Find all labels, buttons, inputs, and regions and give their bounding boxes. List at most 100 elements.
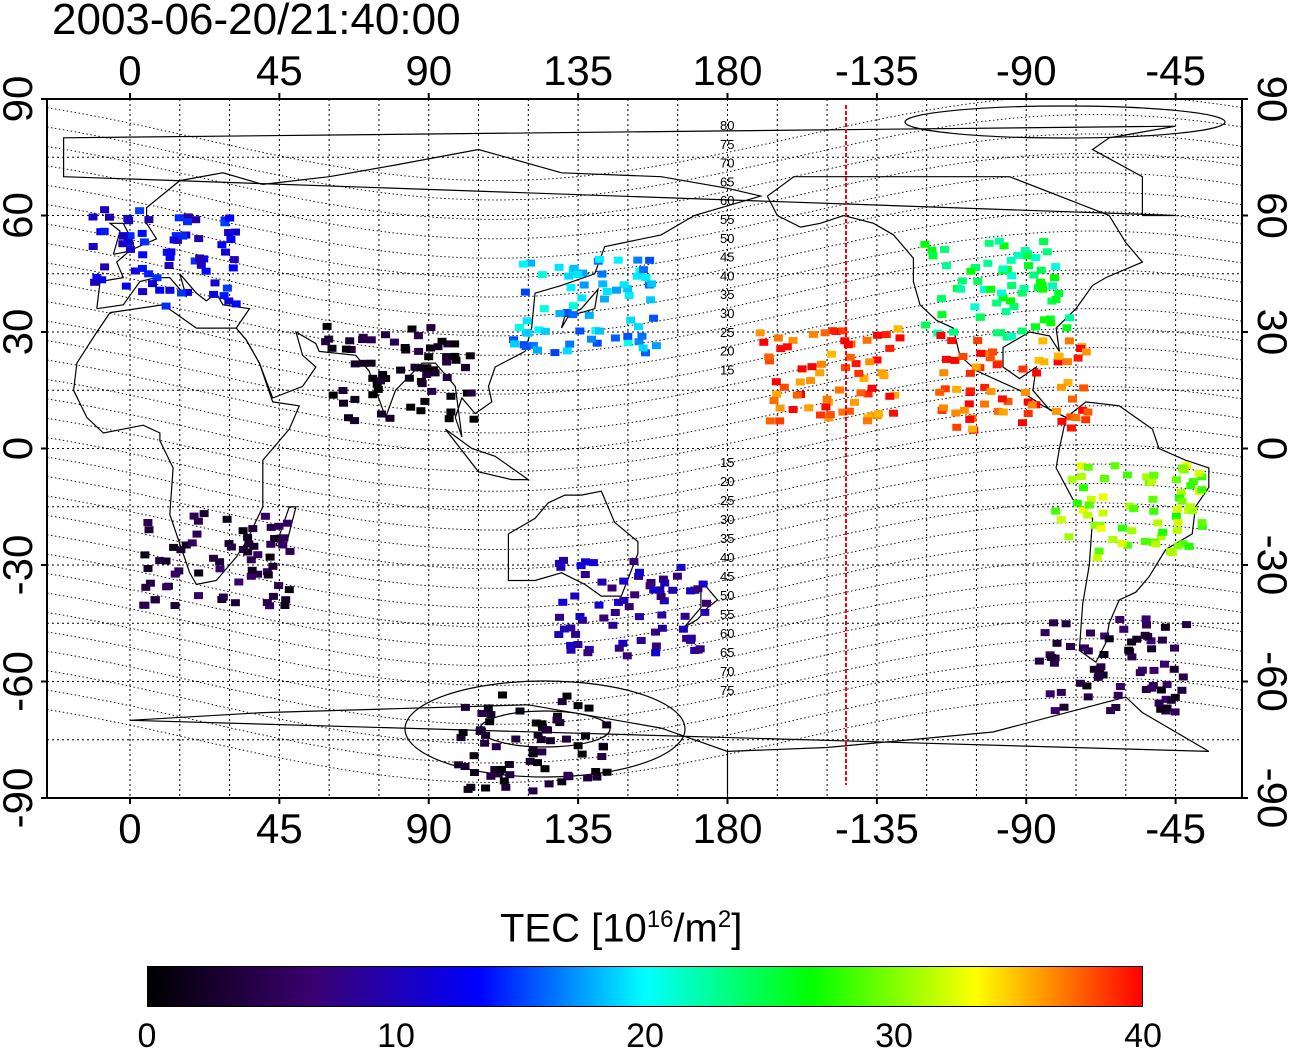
magnetic-latitude-line bbox=[47, 560, 1242, 647]
tec-cell bbox=[1084, 501, 1094, 509]
tec-cell bbox=[772, 390, 782, 398]
tec-cell bbox=[941, 262, 951, 270]
magnetic-latitude-line bbox=[47, 269, 1242, 356]
tec-cell bbox=[396, 366, 406, 374]
tec-cell bbox=[998, 294, 1008, 302]
tec-cell bbox=[499, 777, 509, 785]
tec-cell bbox=[1045, 690, 1055, 698]
tec-cell bbox=[573, 702, 583, 710]
tec-cell bbox=[828, 327, 838, 335]
tec-cell bbox=[1098, 493, 1108, 501]
tec-cell bbox=[599, 743, 608, 751]
tec-cell bbox=[1080, 644, 1089, 652]
tec-cell bbox=[559, 625, 569, 633]
tec-cell bbox=[788, 336, 798, 344]
tec-cell bbox=[99, 227, 109, 235]
tec-cell bbox=[851, 360, 861, 368]
tec-cell bbox=[446, 408, 456, 416]
tec-cell bbox=[700, 608, 710, 616]
tec-cell bbox=[952, 423, 962, 431]
tec-cell bbox=[980, 383, 990, 391]
tec-cell bbox=[243, 533, 253, 541]
tec-cell bbox=[407, 325, 417, 333]
tec-cell bbox=[171, 232, 181, 240]
tec-cell bbox=[274, 582, 284, 590]
tec-cell bbox=[957, 277, 967, 285]
tec-cell bbox=[1081, 348, 1091, 356]
magnetic-latitude-label: 30 bbox=[720, 306, 734, 321]
tec-cell bbox=[1094, 672, 1104, 680]
tec-cell bbox=[619, 577, 629, 585]
tec-cell bbox=[1079, 484, 1088, 492]
magnetic-latitude-label: 75 bbox=[720, 683, 734, 698]
magnetic-latitude-label: 45 bbox=[720, 569, 734, 584]
tec-cell bbox=[248, 525, 258, 533]
tec-cell bbox=[1051, 507, 1061, 515]
tec-cell bbox=[1071, 414, 1081, 422]
tec-cell bbox=[1076, 473, 1086, 480]
tec-cell bbox=[460, 703, 470, 711]
magnetic-latitude-line bbox=[47, 152, 1242, 240]
tec-cell bbox=[350, 417, 360, 425]
top-axis-label: -45 bbox=[1145, 47, 1206, 94]
tec-cell bbox=[1083, 408, 1093, 416]
tec-cell bbox=[992, 329, 1002, 337]
tec-cell bbox=[655, 586, 665, 594]
tec-cell bbox=[282, 519, 292, 527]
tec-cell bbox=[1075, 679, 1085, 687]
tec-cell bbox=[867, 384, 877, 392]
tec-cell bbox=[1110, 462, 1120, 470]
tec-cell bbox=[966, 387, 975, 395]
continent-outline bbox=[1055, 401, 1210, 663]
tec-cell bbox=[1172, 526, 1182, 534]
tec-cell bbox=[638, 344, 648, 352]
magnetic-latitude-line bbox=[47, 599, 1242, 686]
left-axis-label: 30 bbox=[0, 309, 41, 356]
right-axis-label: -90 bbox=[1249, 768, 1292, 829]
top-axis-label: 45 bbox=[256, 47, 303, 94]
tec-cell bbox=[936, 332, 946, 339]
tec-cell bbox=[1178, 673, 1188, 681]
tec-cell bbox=[623, 332, 633, 340]
tec-cell bbox=[215, 558, 225, 566]
bottom-axis-label: 135 bbox=[543, 805, 613, 852]
tec-cell bbox=[1013, 251, 1023, 259]
tec-cell bbox=[470, 769, 479, 776]
tec-cell bbox=[1007, 272, 1017, 280]
tec-cell bbox=[358, 359, 368, 367]
right-axis-label: 90 bbox=[1249, 76, 1292, 123]
continent-outline bbox=[73, 304, 301, 586]
tec-cell bbox=[951, 409, 961, 417]
tec-cell bbox=[1122, 471, 1132, 479]
tec-cell bbox=[651, 642, 661, 650]
tec-cell bbox=[1149, 507, 1159, 515]
tec-cell bbox=[971, 264, 980, 271]
tec-cell bbox=[266, 523, 276, 531]
magnetic-latitude-label: 75 bbox=[720, 137, 734, 152]
tec-cell bbox=[610, 334, 620, 342]
tec-cell bbox=[557, 698, 567, 706]
magnetic-latitude-line bbox=[47, 366, 1242, 453]
tec-cell bbox=[986, 387, 996, 395]
tec-cell bbox=[1023, 410, 1033, 417]
tec-cell bbox=[140, 551, 150, 559]
tec-cell bbox=[533, 731, 543, 739]
tec-cell bbox=[765, 357, 774, 365]
tec-cell bbox=[806, 377, 816, 385]
tec-cell bbox=[1021, 389, 1030, 396]
tec-cell bbox=[795, 378, 805, 386]
tec-cell bbox=[1052, 407, 1061, 415]
tec-cell bbox=[1076, 345, 1086, 352]
tec-cell bbox=[550, 349, 560, 357]
tec-cell bbox=[222, 515, 232, 523]
tec-cell bbox=[533, 759, 542, 767]
tec-cell bbox=[588, 559, 598, 567]
tec-cell bbox=[1140, 537, 1150, 545]
magnetic-latitude-label: 20 bbox=[720, 474, 734, 489]
tec-cell bbox=[1051, 263, 1061, 271]
tec-cell bbox=[1194, 469, 1204, 477]
tec-cell bbox=[1039, 238, 1049, 245]
tec-cell bbox=[217, 241, 227, 249]
south-magnetic-pole-contour bbox=[404, 680, 686, 778]
tec-cell bbox=[100, 263, 110, 271]
